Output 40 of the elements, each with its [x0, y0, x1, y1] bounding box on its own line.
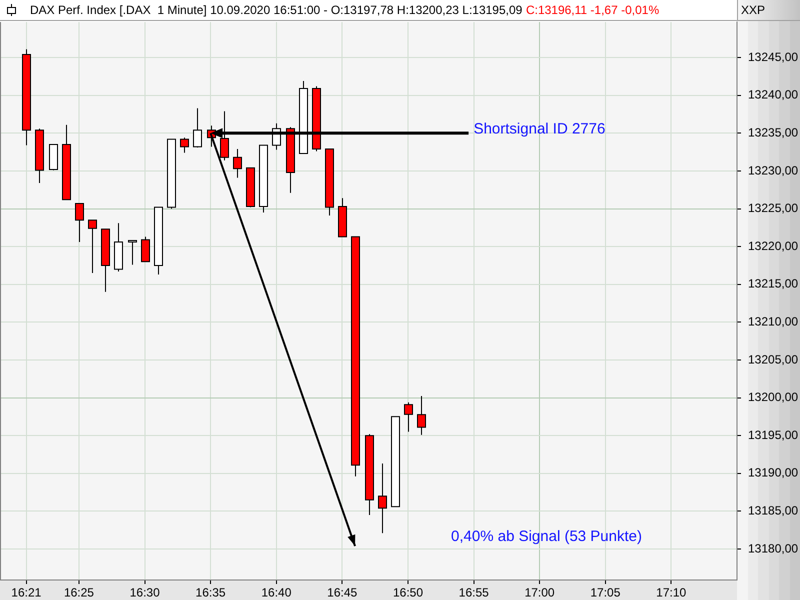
x-tick-label: 16:50 [392, 586, 424, 600]
y-tick-label: 13245,00 [748, 50, 798, 64]
y-tick-label: 13225,00 [748, 201, 798, 216]
x-tick-label: 17:00 [524, 586, 555, 600]
y-tick-label: 13240,00 [748, 88, 798, 102]
annotation: 0,40% ab Signal (53 Punkte) [451, 528, 642, 546]
candlestick [128, 240, 137, 266]
x-tick-label: 16:30 [130, 586, 160, 600]
y-tick-label: 13210,00 [748, 314, 798, 328]
x-tick-label: 16:25 [64, 586, 94, 600]
y-tick-label: 13200,00 [748, 390, 798, 404]
candlestick [193, 108, 202, 148]
chart-title: DAX Perf. Index [.DAX 1 Minute] 10.09.2020 16:51:00 - O:13197,78 H:13200,23 L:13195,09 [30, 3, 522, 17]
candlestick [180, 137, 189, 154]
chart-subtitle: C:13196,11 -1,67 -0,01% [526, 3, 660, 17]
candlestick [141, 236, 150, 262]
y-tick-label: 13190,00 [748, 466, 798, 480]
y-tick-label: 13220,00 [748, 238, 798, 253]
x-tick-label: 16:35 [196, 586, 226, 600]
x-tick-label: 16:21 [11, 586, 42, 600]
y-tick-label: 13235,00 [748, 125, 798, 140]
candlestick [88, 220, 97, 274]
y-tick-label: 13215,00 [748, 276, 798, 291]
candlestick [75, 202, 84, 243]
x-tick-label: 17:05 [590, 586, 621, 600]
y-tick-label: 13185,00 [748, 504, 798, 518]
candlestick [233, 148, 242, 178]
x-tick-label: 16:45 [327, 586, 358, 600]
x-tick-label: 17:10 [656, 586, 687, 600]
y-tick-label: 13180,00 [748, 541, 798, 556]
candlestick [404, 402, 413, 432]
y-tick-label: 13195,00 [748, 428, 798, 442]
x-tick-label: 16:55 [458, 586, 490, 600]
annotation: Shortsignal ID 2776 [474, 120, 606, 138]
y-tick-label: 13230,00 [748, 163, 798, 178]
candlestick [417, 396, 426, 436]
y-tick-label: 13205,00 [748, 352, 798, 366]
candlestick [378, 463, 387, 534]
y-axis-title: XXP [741, 3, 766, 17]
x-tick-label: 16:40 [261, 586, 292, 600]
